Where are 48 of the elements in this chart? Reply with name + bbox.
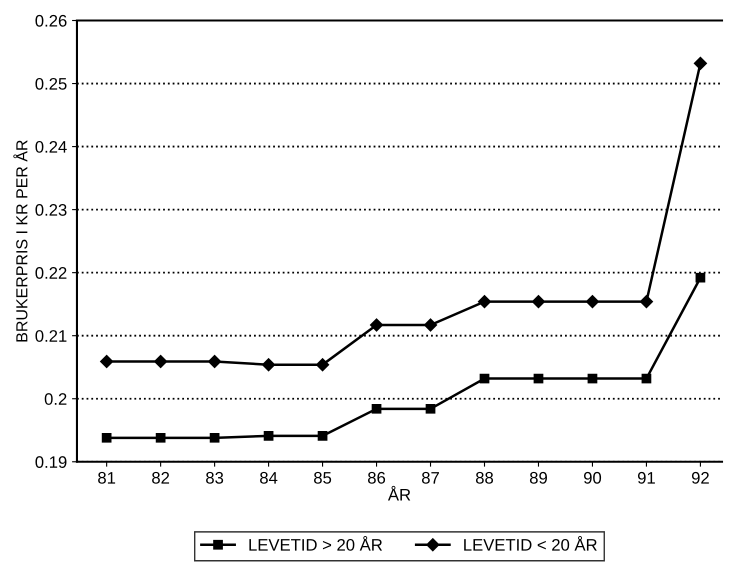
- point: [534, 374, 544, 384]
- point: [424, 318, 438, 332]
- y-tick-label: 0.24: [35, 140, 67, 153]
- x-tick-label: 85: [314, 472, 332, 484]
- point: [588, 374, 598, 384]
- x-tick-label: 83: [206, 472, 224, 484]
- x-tick-label: 84: [260, 472, 278, 484]
- y-tick-label: 0.2: [44, 393, 66, 405]
- point: [264, 431, 274, 441]
- y-tick-label: 0.21: [35, 330, 66, 342]
- point: [694, 56, 707, 70]
- point: [370, 318, 384, 332]
- y-tick-label: 0.23: [35, 204, 67, 216]
- y-tick-label: 0.25: [35, 78, 67, 90]
- x-axis-title: ÅR: [388, 486, 410, 500]
- x-tick-label: 90: [584, 472, 602, 484]
- x-tick-label: 82: [152, 472, 170, 484]
- y-tick-label: 0.19: [35, 456, 66, 468]
- x-tick-label: 89: [530, 472, 547, 484]
- point: [480, 374, 490, 384]
- point: [156, 432, 166, 443]
- x-tick-label: 81: [98, 472, 116, 484]
- legend-label: LEVETID < 20 ÅR: [464, 536, 597, 551]
- point: [532, 295, 546, 308]
- point: [372, 404, 382, 414]
- point: [642, 374, 652, 384]
- point: [102, 432, 112, 443]
- x-tick-label: 92: [692, 472, 709, 484]
- point: [640, 295, 654, 308]
- legend-label: LEVETID > 20 ÅR: [249, 536, 382, 551]
- point: [318, 431, 328, 441]
- point: [154, 354, 168, 368]
- point: [316, 358, 330, 372]
- x-tick-label: 88: [476, 472, 494, 484]
- point: [100, 354, 114, 368]
- point: [696, 272, 706, 283]
- y-axis-title: BRUKERPRIS I KR PER ÅR: [13, 140, 28, 342]
- y-tick-label: 0.22: [35, 267, 66, 279]
- y-tick-label: 0.26: [35, 14, 67, 27]
- point: [210, 432, 220, 443]
- x-tick-label: 87: [422, 472, 439, 484]
- x-tick-label: 86: [368, 472, 386, 484]
- point: [586, 295, 600, 308]
- point: [478, 295, 492, 308]
- x-tick-label: 91: [638, 472, 655, 484]
- point: [262, 358, 276, 372]
- point: [208, 354, 222, 368]
- point: [426, 404, 436, 414]
